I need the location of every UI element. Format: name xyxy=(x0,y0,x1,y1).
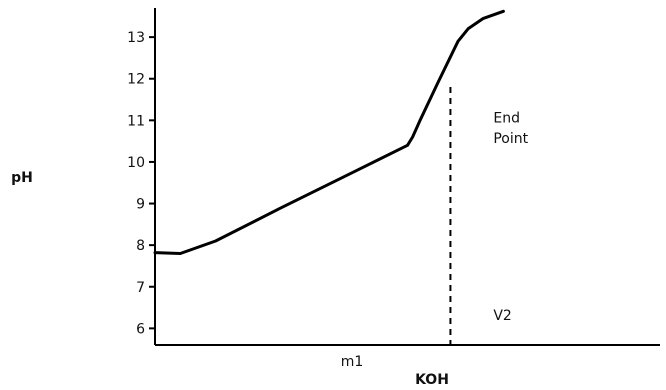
annotations: End Point V2 xyxy=(493,110,528,324)
annotation-v2: V2 xyxy=(493,308,511,324)
y-tick-label-8: 8 xyxy=(136,238,145,254)
y-ticks: 6 7 8 9 10 11 12 13 xyxy=(127,30,155,337)
annotation-point: Point xyxy=(493,131,528,147)
x-tick-label-m1: m1 xyxy=(341,354,364,370)
y-tick-label-13: 13 xyxy=(127,30,145,46)
y-axis-title: pH xyxy=(11,170,33,186)
y-tick-label-7: 7 xyxy=(136,280,145,296)
y-tick-label-11: 11 xyxy=(127,113,145,129)
annotation-end: End xyxy=(493,110,520,126)
y-tick-label-10: 10 xyxy=(127,155,145,171)
y-tick-label-12: 12 xyxy=(127,72,145,88)
y-tick-label-9: 9 xyxy=(136,197,145,213)
ph-curve-series-line xyxy=(153,9,505,255)
y-tick-label-6: 6 xyxy=(136,321,145,337)
x-axis-title: KOH xyxy=(415,372,449,388)
